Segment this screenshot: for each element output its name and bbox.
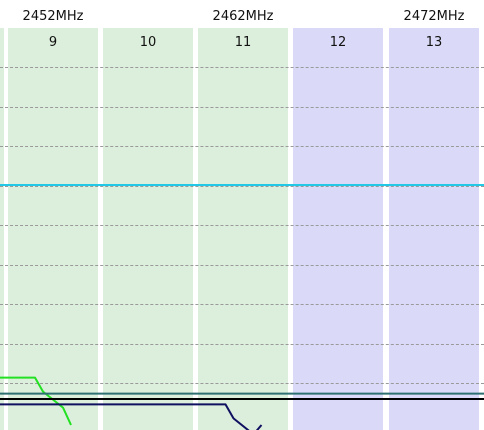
grid-line <box>0 225 484 226</box>
channel-band-9 <box>8 28 98 430</box>
channel-band-13 <box>389 28 479 430</box>
signal-curve-3 <box>0 392 484 395</box>
grid-line <box>0 383 484 384</box>
frequency-label-2472: 2472MHz <box>403 9 465 24</box>
grid-line <box>0 186 484 187</box>
channel-label-12: 12 <box>329 35 347 50</box>
channel-label-10: 10 <box>139 35 157 50</box>
signal-curve-6 <box>0 403 263 430</box>
frequency-label-2452: 2452MHz <box>22 9 84 24</box>
channel-band-12 <box>293 28 383 430</box>
channel-label-13: 13 <box>425 35 443 50</box>
signal-curve-2 <box>0 376 72 426</box>
grid-line <box>0 146 484 147</box>
signal-curve-5 <box>0 398 484 400</box>
grid-line <box>0 107 484 108</box>
signal-curve-1 <box>0 184 484 186</box>
channel-band-11 <box>198 28 288 430</box>
grid-line <box>0 67 484 68</box>
channel-label-11: 11 <box>234 35 252 50</box>
frequency-label-2462: 2462MHz <box>212 9 274 24</box>
grid-line <box>0 304 484 305</box>
grid-line <box>0 265 484 266</box>
channel-label-9: 9 <box>48 35 58 50</box>
channel-band-10 <box>103 28 193 430</box>
grid-line <box>0 344 484 345</box>
channel-band-partial <box>0 28 4 430</box>
